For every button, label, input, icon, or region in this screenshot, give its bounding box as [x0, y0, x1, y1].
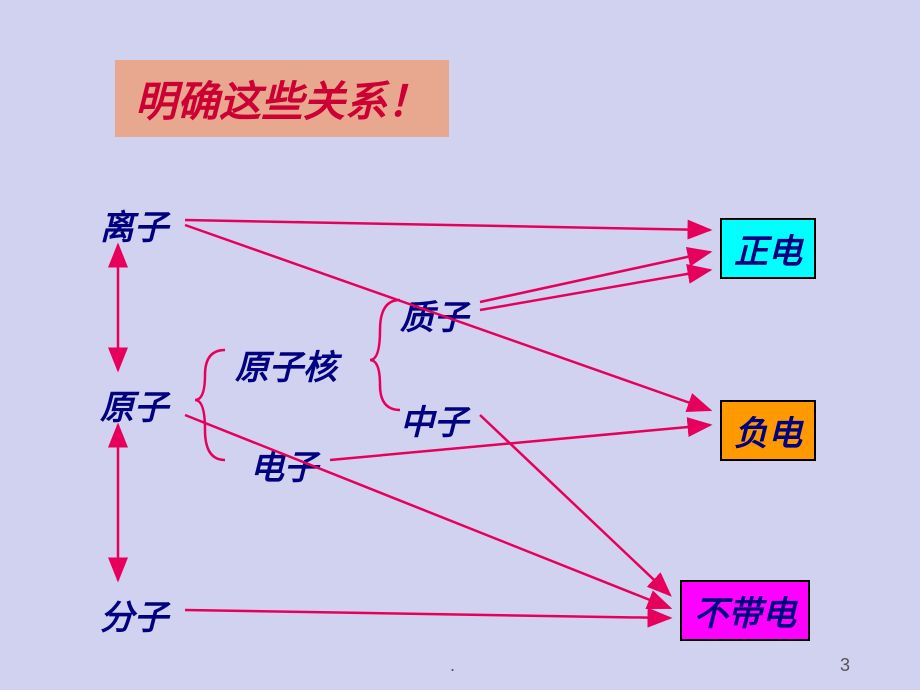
node-proton: 质子: [400, 290, 468, 339]
node-ion: 离子: [100, 200, 168, 249]
box-negative: 负电: [720, 400, 816, 461]
title-box: 明确这些关系！: [115, 60, 449, 137]
box-positive: 正电: [720, 218, 816, 279]
node-molecule: 分子: [100, 590, 168, 639]
box-neutral: 不带电: [680, 580, 810, 641]
node-electron: 电子: [250, 440, 318, 489]
page-number: 3: [840, 655, 850, 676]
node-nucleus: 原子核: [235, 340, 337, 389]
node-atom: 原子: [100, 380, 168, 429]
title-text: 明确这些关系！: [135, 80, 429, 126]
node-neutron: 中子: [400, 395, 468, 444]
footer-dot: .: [450, 655, 455, 676]
